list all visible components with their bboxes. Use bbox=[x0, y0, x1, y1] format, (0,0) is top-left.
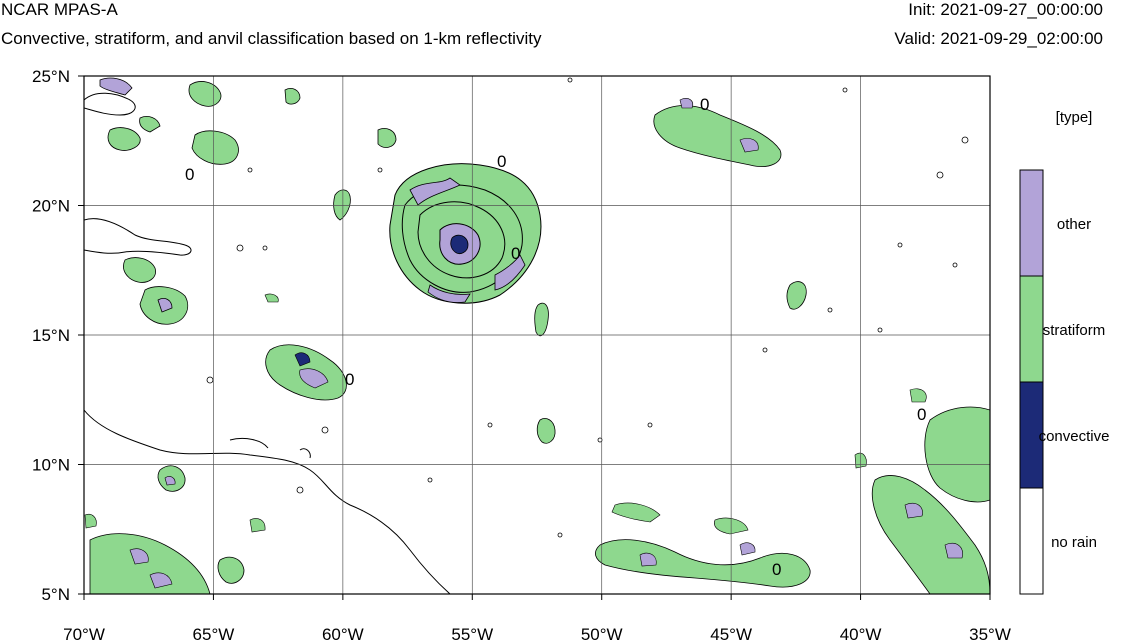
contour-label: 0 bbox=[917, 405, 926, 424]
lon-tick-label: 45°W bbox=[710, 625, 752, 641]
contour-zero-labels: 0 0 0 0 0 0 0 bbox=[185, 95, 926, 579]
cluster-east bbox=[854, 388, 990, 594]
map-title: NCAR MPAS-A bbox=[1, 0, 118, 19]
graticule bbox=[84, 76, 990, 594]
lat-tick-label: 5°N bbox=[41, 585, 70, 604]
cluster-top-left bbox=[99, 77, 397, 221]
map-subtitle: Convective, stratiform, and anvil classi… bbox=[1, 29, 542, 48]
contour-label: 0 bbox=[700, 95, 709, 114]
contour-label: 0 bbox=[185, 165, 194, 184]
lat-tick-label: 10°N bbox=[32, 456, 70, 475]
cluster-south-west bbox=[84, 465, 266, 594]
lon-tick-label: 60°W bbox=[322, 625, 364, 641]
contour-label: 0 bbox=[511, 244, 520, 263]
legend-label: stratiform bbox=[1043, 322, 1106, 339]
lon-tick-label: 70°W bbox=[63, 625, 105, 641]
lon-tick-label: 40°W bbox=[840, 625, 882, 641]
cluster-west-central bbox=[123, 257, 347, 401]
lon-tick-label: 65°W bbox=[193, 625, 235, 641]
longitude-axis: 70°W 65°W 60°W 55°W 50°W 45°W 40°W 35°W bbox=[63, 625, 1011, 641]
lon-tick-label: 35°W bbox=[969, 625, 1011, 641]
legend-swatch bbox=[1019, 169, 1044, 277]
legend-label: convective bbox=[1039, 428, 1110, 445]
cluster-north-east bbox=[653, 98, 807, 310]
lon-tick-label: 55°W bbox=[451, 625, 493, 641]
legend-title: [type] bbox=[1056, 109, 1093, 126]
lon-tick-label: 50°W bbox=[581, 625, 623, 641]
legend: [type] other stratiform convective no rain bbox=[1019, 109, 1110, 595]
contour-label: 0 bbox=[772, 560, 781, 579]
hurricane-cloud bbox=[389, 163, 542, 304]
scattered-echoes bbox=[206, 77, 969, 538]
legend-swatch bbox=[1019, 275, 1044, 383]
lat-tick-label: 20°N bbox=[32, 197, 70, 216]
contour-label: 0 bbox=[497, 152, 506, 171]
axis-ticks bbox=[78, 75, 991, 600]
valid-time: Valid: 2021-09-29_02:00:00 bbox=[894, 29, 1103, 48]
lat-tick-label: 25°N bbox=[32, 67, 70, 86]
contour-label: 0 bbox=[345, 370, 354, 389]
init-time: Init: 2021-09-27_00:00:00 bbox=[908, 0, 1103, 19]
coastlines bbox=[84, 92, 451, 594]
precip-classification-field: 0 0 0 0 0 0 0 bbox=[84, 77, 990, 594]
lat-tick-label: 15°N bbox=[32, 326, 70, 345]
latitude-axis: 25°N 20°N 15°N 10°N 5°N bbox=[32, 67, 70, 604]
legend-label: no rain bbox=[1051, 534, 1097, 551]
legend-label: other bbox=[1057, 216, 1091, 233]
cluster-central bbox=[534, 302, 556, 444]
legend-swatch bbox=[1019, 487, 1044, 595]
